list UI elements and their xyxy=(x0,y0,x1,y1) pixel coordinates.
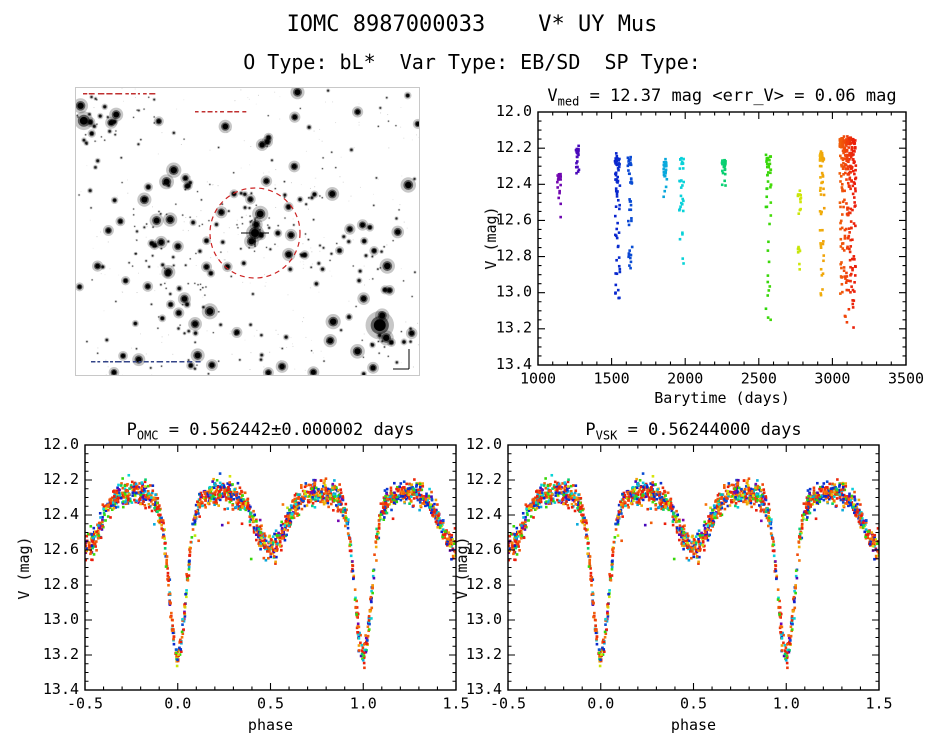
phase-omc-yaxis-label: V (mag) xyxy=(15,536,33,600)
phase-vsk-xaxis-label: phase xyxy=(670,716,717,734)
page-subtitle: O Type: bL* Var Type: EB/SD SP Type: xyxy=(243,50,701,74)
timeseries-title-rest: = 12.37 mag <err_V> = 0.06 mag xyxy=(579,86,897,106)
phase-vsk-title-main: P xyxy=(585,420,596,440)
timeseries-yaxis-label: V (mag) xyxy=(482,206,500,270)
phase-omc-title-subscript: OMC xyxy=(136,428,159,443)
timeseries-canvas xyxy=(480,84,944,414)
phase-vsk-canvas xyxy=(423,418,893,747)
phase-omc-canvas xyxy=(0,418,470,747)
phase-vsk-title: PVSK = 0.56244000 days xyxy=(493,420,894,442)
phase-vsk-plot: PVSK = 0.56244000 days phase V (mag) xyxy=(423,418,893,747)
finder-chart-image xyxy=(75,87,420,376)
timeseries-xaxis-label: Barytime (days) xyxy=(654,389,790,407)
timeseries-title-subscript: med xyxy=(557,94,580,109)
timeseries-title: Vmed = 12.37 mag <err_V> = 0.06 mag xyxy=(518,86,926,108)
timeseries-title-main: V xyxy=(547,86,558,106)
phase-omc-plot: POMC = 0.562442±0.000002 days phase V (m… xyxy=(0,418,470,747)
page-title: IOMC 8987000033 V* UY Mus xyxy=(286,12,658,37)
phase-omc-title: POMC = 0.562442±0.000002 days xyxy=(70,420,471,442)
phase-omc-title-rest: = 0.562442±0.000002 days xyxy=(158,420,415,440)
phase-omc-xaxis-label: phase xyxy=(247,716,294,734)
phase-vsk-title-subscript: VSK xyxy=(595,428,618,443)
timeseries-plot: Vmed = 12.37 mag <err_V> = 0.06 mag Bary… xyxy=(480,84,944,414)
phase-vsk-title-rest: = 0.56244000 days xyxy=(617,420,802,440)
phase-vsk-yaxis-label: V (mag) xyxy=(453,536,471,600)
phase-omc-title-main: P xyxy=(126,420,137,440)
